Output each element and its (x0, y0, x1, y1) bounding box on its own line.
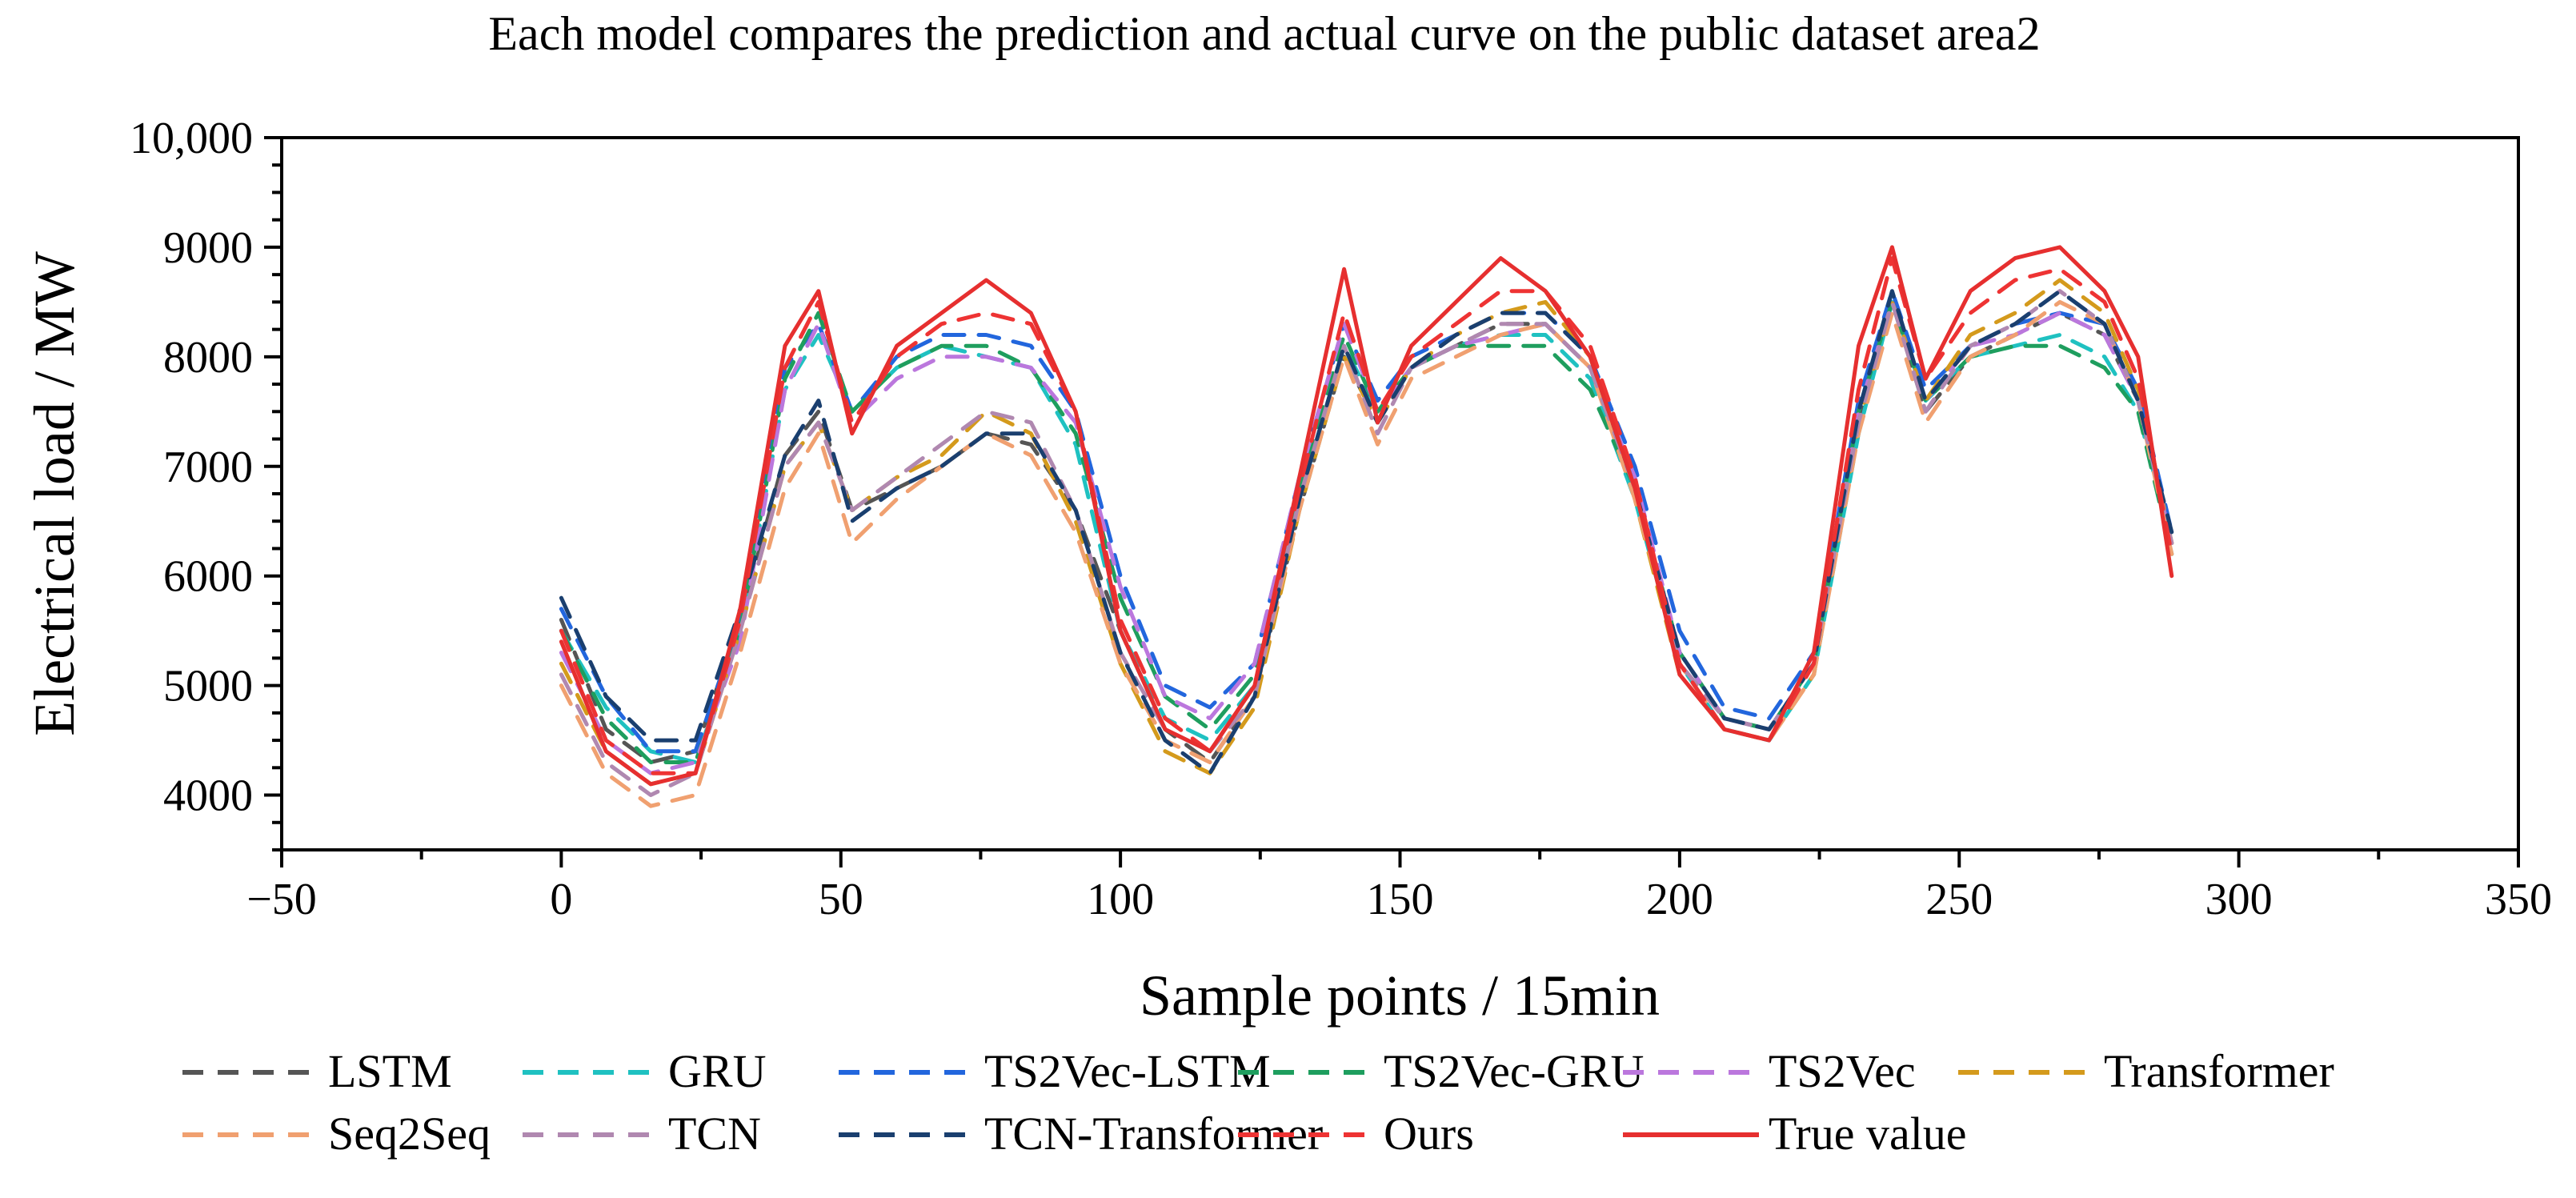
legend-label-true-value: True value (1769, 1108, 1967, 1160)
chart-title: Each model compares the prediction and a… (488, 7, 2040, 60)
y-tick-label: 7000 (163, 443, 253, 492)
legend-label-ts2vec-lstm: TS2Vec-LSTM (984, 1045, 1271, 1097)
x-axis-label: Sample points / 15min (1140, 964, 1660, 1028)
legend-label-ts2vec: TS2Vec (1769, 1045, 1916, 1097)
x-tick-label: −50 (246, 875, 317, 924)
series-line-seq2seq (559, 299, 2174, 808)
series-line-transformer (559, 278, 2174, 787)
y-tick-label: 4000 (163, 771, 253, 821)
legend-label-seq2seq: Seq2Seq (328, 1108, 491, 1160)
y-tick-label: 8000 (163, 333, 253, 383)
legend-label-ts2vec-gru: TS2Vec-GRU (1384, 1045, 1644, 1097)
series-line-tcn (559, 289, 2174, 797)
series-line-true-value (559, 245, 2174, 787)
x-tick-label: 150 (1367, 875, 1434, 924)
x-tick-label: 200 (1646, 875, 1713, 924)
plot-frame (280, 136, 2520, 851)
y-axis: 4000 5000 6000 7000 8000 9000 10,000 (130, 114, 282, 851)
x-tick-label: 50 (819, 875, 863, 924)
x-tick-label: 350 (2485, 875, 2552, 924)
legend-label-tcn-transformer: TCN-Transformer (984, 1108, 1323, 1160)
y-tick-label: 6000 (163, 552, 253, 602)
legend-label-gru: GRU (668, 1045, 766, 1097)
y-tick-label: 10,000 (130, 114, 253, 163)
series-line-ts2vec-lstm (559, 289, 2174, 754)
legend-label-ours: Ours (1384, 1108, 1474, 1160)
series-layer (559, 245, 2174, 808)
y-tick-label: 9000 (163, 223, 253, 273)
x-tick-label: 0 (550, 875, 572, 924)
legend-label-transformer: Transformer (2104, 1045, 2334, 1097)
x-axis: −50 0 50 100 150 200 250 300 350 (246, 850, 2552, 924)
y-tick-label: 5000 (163, 662, 253, 711)
x-tick-label: 250 (1925, 875, 1993, 924)
y-axis-label: Electrical load / MW (22, 251, 86, 736)
legend: LSTM GRU TS2Vec-LSTM TS2Vec-GRU TS2Vec Transf… (182, 1045, 2334, 1160)
legend-label-lstm: LSTM (328, 1045, 452, 1097)
series-line-ours (559, 256, 2174, 775)
x-tick-label: 300 (2205, 875, 2273, 924)
x-tick-label: 100 (1087, 875, 1154, 924)
legend-label-tcn: TCN (668, 1108, 761, 1160)
